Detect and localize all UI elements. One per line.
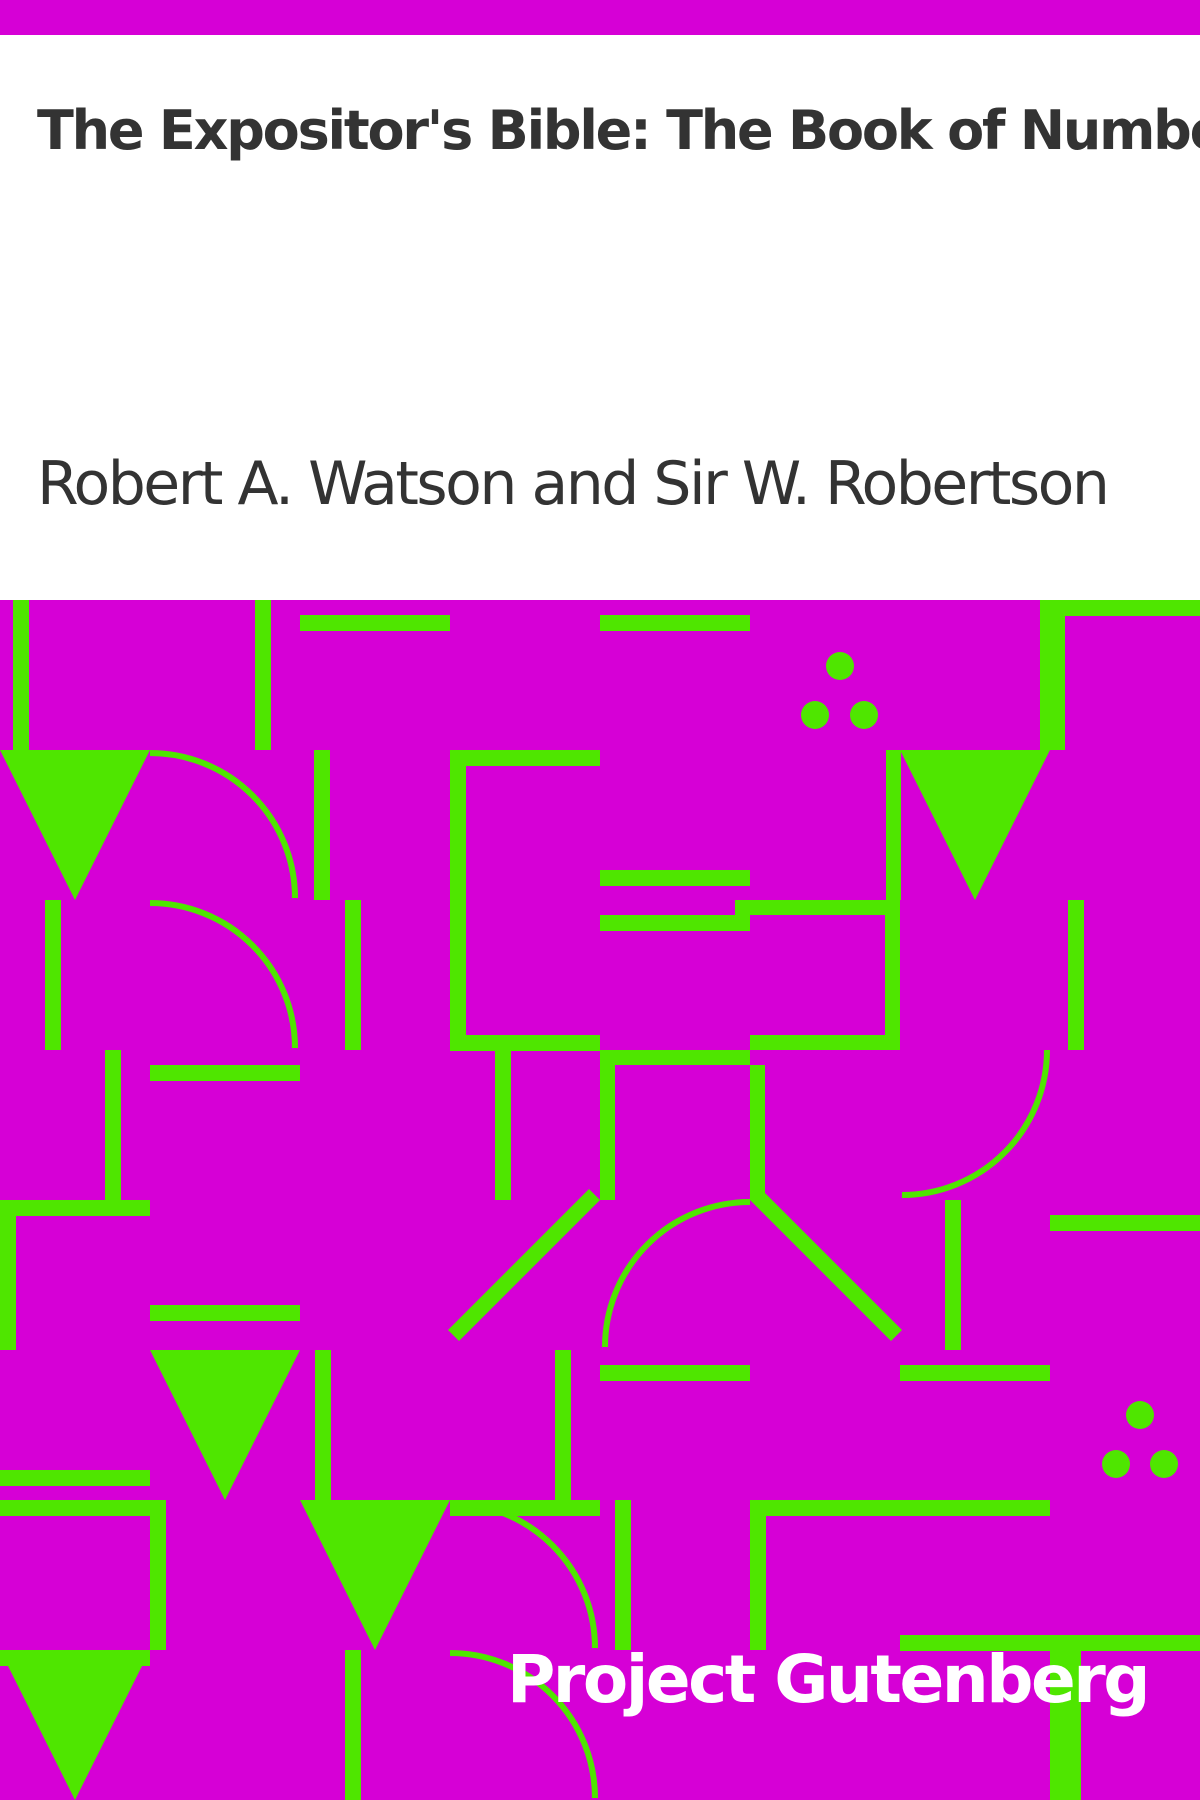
cover-pattern [0, 600, 1200, 1800]
book-title: The Expositor's Bible: The Book of Numbe… [37, 99, 1200, 162]
top-color-bar [0, 0, 1200, 35]
geometric-pattern-graphic [0, 600, 1200, 1800]
book-author: Robert A. Watson and Sir W. Robertson [37, 449, 1110, 519]
publisher-name: Project Gutenberg [506, 1641, 1151, 1718]
